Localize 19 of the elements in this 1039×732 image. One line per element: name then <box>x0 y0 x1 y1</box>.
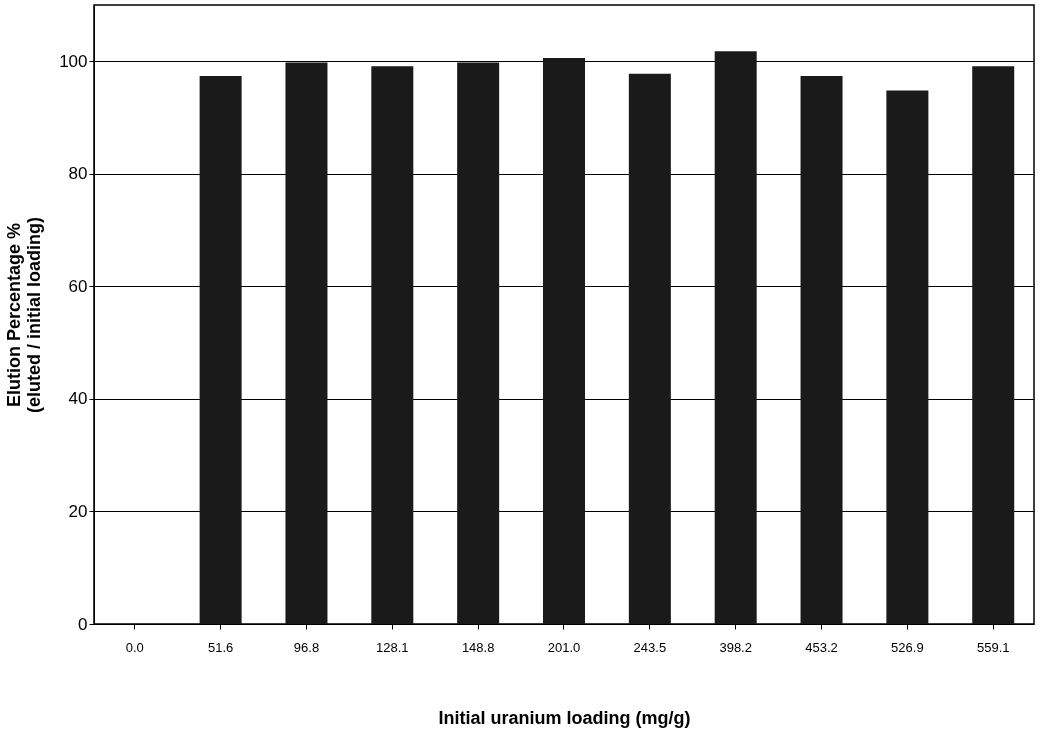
x-tick-label: 148.8 <box>461 639 495 655</box>
x-tick-label: 128.1 <box>376 639 409 655</box>
y-tick-label: 40 <box>68 389 88 409</box>
y-tick-label: 80 <box>68 164 88 184</box>
y-tick-label: 100 <box>59 51 88 71</box>
x-tick-label: 559.1 <box>976 639 1010 655</box>
y-tick-label: 20 <box>68 501 88 521</box>
x-tick-label: 0.0 <box>125 639 144 655</box>
x-tick-label: 96.8 <box>293 639 320 655</box>
y-tick-label: 60 <box>68 276 88 296</box>
x-axis-title: Initial uranium loading (mg/g) <box>438 707 691 728</box>
y-axis-title: Elution Percentage % (eluted / initial loading) <box>4 217 45 413</box>
x-tick-label: 453.2 <box>805 639 838 655</box>
x-tick-label: 398.2 <box>719 639 752 655</box>
x-tick-label: 201.0 <box>547 639 581 655</box>
x-tick-label: 526.9 <box>891 639 924 655</box>
x-tick-label: 51.6 <box>207 639 234 655</box>
x-tick-label: 243.5 <box>633 639 667 655</box>
y-tick-label: 0 <box>78 614 88 634</box>
